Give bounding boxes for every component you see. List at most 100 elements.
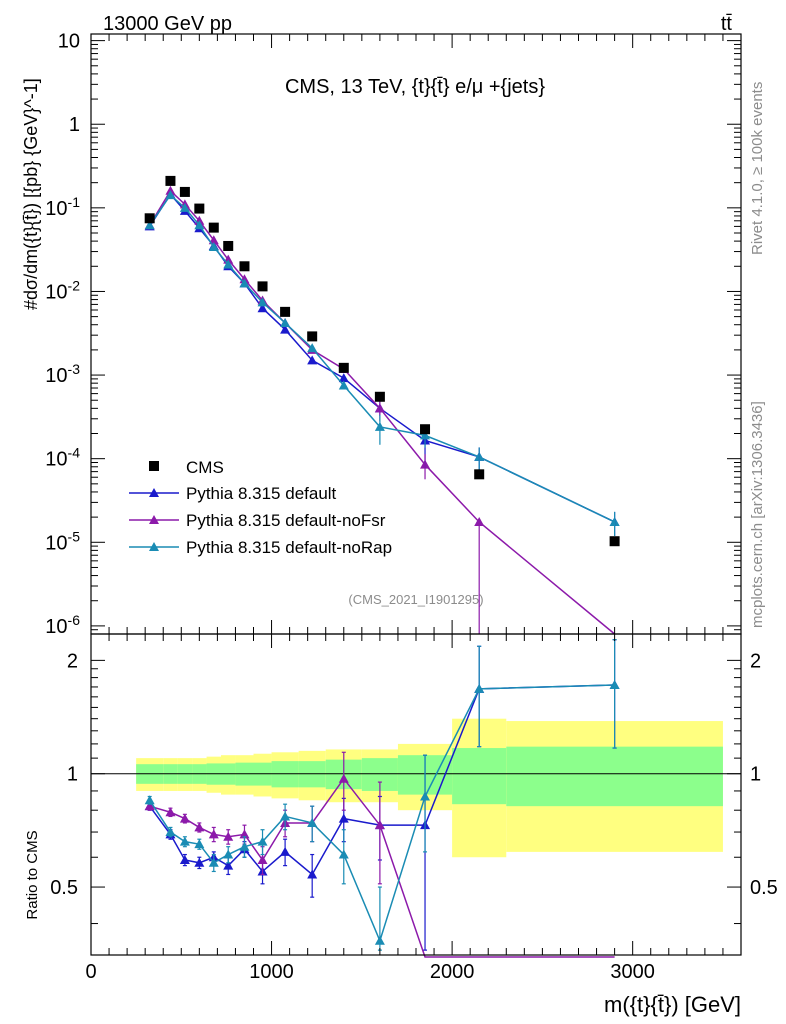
analysis-id-label: (CMS_2021_I1901295): [348, 592, 483, 607]
ratio-point: [338, 773, 349, 783]
series-point: [307, 355, 318, 365]
rivet-version-label: Rivet 4.1.0, ≥ 100k events: [749, 82, 766, 255]
cms-data-point: [474, 469, 485, 480]
ratio-point: [194, 857, 205, 867]
cms-data-point: [144, 213, 155, 224]
cms-uncertainty-bands: [136, 718, 723, 858]
ratio-point: [144, 795, 155, 805]
ratio-tick-label: 1: [67, 764, 78, 786]
ratio-point: [194, 822, 205, 832]
y-axis-title: #dσ/dm({t}{t̄}) [{pb} {GeV}^-1]: [21, 78, 41, 310]
cms-band-inner: [506, 746, 723, 807]
series-point: [474, 516, 485, 526]
series-point: [208, 242, 219, 252]
series-point: [257, 297, 268, 307]
legend-cms-label: CMS: [186, 458, 224, 477]
cms-data-point: [179, 186, 190, 197]
ratio-point: [194, 839, 205, 849]
series-point: [280, 317, 291, 327]
cms-data-point: [165, 175, 176, 186]
ratio-point: [338, 849, 349, 859]
ratio-point: [280, 846, 291, 856]
y-tick-label: 1: [69, 114, 80, 136]
ratio-point: [179, 854, 190, 864]
y-tick-label: 10-2: [45, 277, 80, 303]
cms-data-point: [208, 222, 219, 233]
cms-data-point: [194, 203, 205, 214]
energy-label: 13000 GeV pp: [103, 13, 232, 35]
ratio-point: [165, 827, 176, 837]
cms-band-inner: [452, 748, 507, 805]
x-tick-label: 3000: [610, 961, 655, 983]
series-line-pythia-8.315-default-nofsr: [149, 189, 616, 635]
cms-data-point: [338, 362, 349, 373]
series-point: [338, 380, 349, 390]
ratio-point: [179, 836, 190, 846]
cms-band-inner: [298, 761, 326, 788]
legend-marker: [149, 515, 159, 524]
cms-data-point: [280, 306, 291, 317]
ratio-point: [338, 813, 349, 823]
series-point: [239, 278, 250, 288]
cms-data-point: [223, 240, 234, 251]
y-tick-label: 10-1: [45, 194, 80, 220]
legend-cms-marker: [149, 461, 159, 471]
series-point: [194, 220, 205, 230]
axes: 10-6 10-5 10-4 10-3 10-2 10-1 1 10 0.5 0.5 1 1 2 2 0 10…: [45, 31, 778, 983]
ratio-point: [223, 849, 234, 859]
plot-title: CMS, 13 TeV, {t}{t̄} e/μ +{jets}: [285, 76, 545, 98]
ratio-point: [609, 680, 620, 690]
ratio-point: [144, 801, 155, 811]
ratio-panel-series: [144, 639, 620, 958]
cms-data-point: [420, 424, 431, 435]
ratio-point: [179, 813, 190, 823]
series-point: [280, 324, 291, 334]
series-point: [223, 259, 234, 269]
y-tick-label: 10-6: [45, 612, 80, 638]
legend-marker: [149, 488, 159, 497]
ratio-point: [239, 841, 250, 851]
ratio-point: [420, 791, 431, 801]
y-tick-label: 10-3: [45, 361, 80, 387]
ratio-point: [239, 829, 250, 839]
process-label: tt̄: [721, 13, 733, 35]
series-point: [257, 303, 268, 313]
cms-data-point: [257, 281, 268, 292]
ratio-point: [307, 817, 318, 827]
ratio-point: [257, 836, 268, 846]
legend-label: Pythia 8.315 default-noRap: [186, 538, 392, 557]
legend-label: Pythia 8.315 default: [186, 484, 337, 503]
series-point: [338, 373, 349, 383]
legend-label: Pythia 8.315 default-noFsr: [186, 511, 386, 530]
cms-band-inner: [271, 761, 299, 788]
x-tick-label: 1000: [249, 961, 294, 983]
ratio-axis-title: Ratio to CMS: [24, 830, 41, 919]
y-tick-label: 10-5: [45, 528, 80, 554]
legend: CMS Pythia 8.315 default Pythia 8.315 defa…: [129, 458, 392, 557]
series-point: [144, 220, 155, 230]
ratio-point: [307, 869, 318, 879]
ratio-tick-label: 0.5: [50, 877, 78, 899]
ratio-tick-label-right: 0.5: [750, 877, 778, 899]
ratio-point: [208, 857, 219, 867]
x-tick-label: 2000: [430, 961, 475, 983]
ratio-point: [374, 935, 385, 945]
main-panel-series: [144, 175, 620, 635]
ratio-point: [208, 829, 219, 839]
legend-marker: [149, 542, 159, 551]
y-tick-label: 10-4: [45, 445, 80, 471]
ratio-point: [223, 860, 234, 870]
ratio-tick-label: 2: [67, 650, 78, 672]
cms-data-point: [609, 536, 620, 547]
cms-data-point: [307, 331, 318, 342]
x-axis-title: m({t}{t̄}) [GeV]: [604, 992, 741, 1017]
ratio-point: [474, 683, 485, 693]
ratio-point: [165, 807, 176, 817]
series-point: [307, 343, 318, 353]
mcplots-site-label: mcplots.cern.ch [arXiv:1306.3436]: [749, 401, 766, 628]
ratio-point: [223, 831, 234, 841]
cms-data-point: [239, 261, 250, 272]
ratio-tick-label-right: 2: [750, 650, 761, 672]
y-tick-label: 10: [58, 31, 80, 53]
